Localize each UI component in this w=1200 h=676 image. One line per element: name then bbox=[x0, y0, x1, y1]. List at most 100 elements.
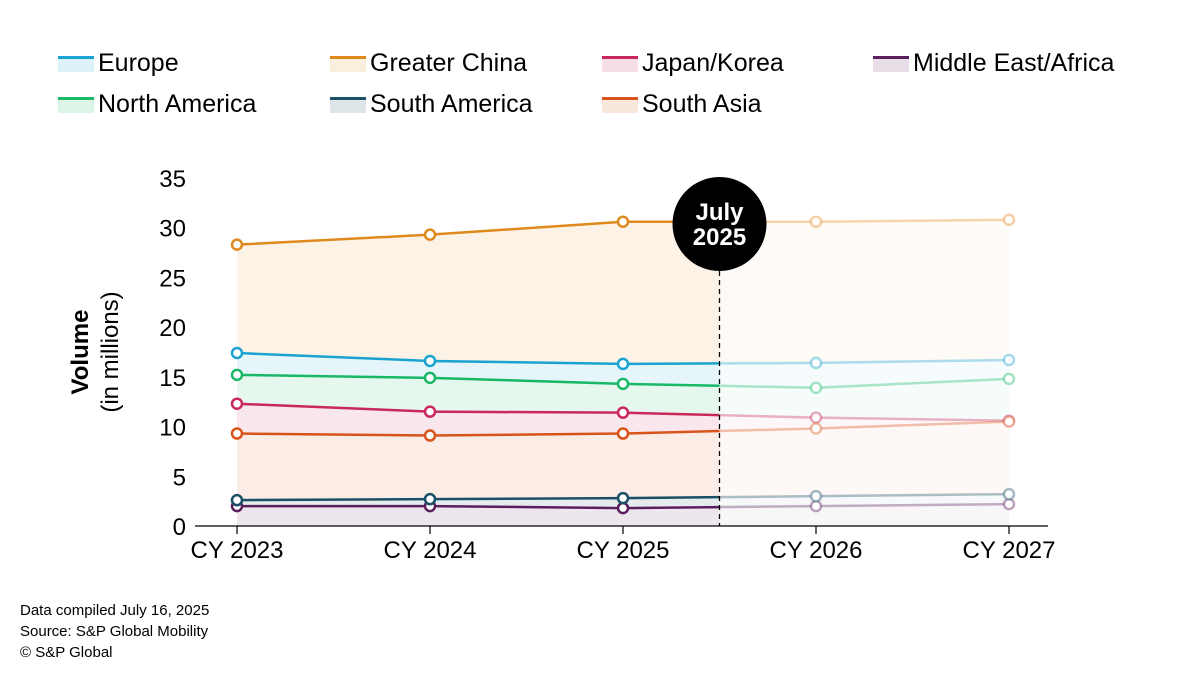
data-point-middle-east-africa bbox=[1002, 497, 1016, 511]
x-tick-label: CY 2026 bbox=[770, 537, 863, 564]
data-point-europe bbox=[423, 354, 437, 368]
x-tick-label: CY 2024 bbox=[384, 537, 477, 564]
series-lines bbox=[236, 218, 1010, 510]
series-line-actual-japan-korea bbox=[236, 402, 720, 417]
x-tick-label: CY 2023 bbox=[191, 537, 284, 564]
series-line-actual-south-america bbox=[236, 495, 720, 502]
legend-label-europe: Europe bbox=[98, 49, 179, 77]
legend-label-greater-china: Greater China bbox=[370, 49, 527, 77]
data-point-greater-china bbox=[230, 238, 244, 251]
data-point-south-asia bbox=[230, 427, 244, 440]
footer-copyright: © S&P Global bbox=[20, 644, 113, 661]
series-line-actual-south-asia bbox=[236, 429, 720, 437]
legend-label-south-asia: South Asia bbox=[642, 90, 762, 118]
legend-item-greater-china: Greater China bbox=[330, 49, 527, 77]
series-line-actual-north-america bbox=[236, 373, 720, 388]
legend-item-north-america: North America bbox=[58, 90, 256, 118]
data-point-south-america bbox=[230, 493, 244, 507]
data-point-japan-korea bbox=[616, 406, 630, 419]
y-axis-sublabel: (in millions) bbox=[97, 291, 124, 412]
area-forecast-north-america bbox=[719, 378, 1009, 421]
legend-item-europe: Europe bbox=[58, 49, 179, 77]
area-forecast-europe bbox=[719, 359, 1009, 388]
legend-label-japan-korea: Japan/Korea bbox=[642, 49, 784, 77]
series-points bbox=[230, 213, 1016, 515]
data-point-north-america bbox=[423, 371, 437, 385]
data-point-south-asia bbox=[616, 427, 630, 440]
legend-label-south-america: South America bbox=[370, 90, 533, 118]
y-axis-title: Volume (in millions) bbox=[67, 291, 124, 412]
data-point-south-america bbox=[616, 491, 630, 505]
legend-label-middle-east-africa: Middle East/Africa bbox=[913, 49, 1115, 77]
data-point-south-america bbox=[809, 489, 823, 503]
footer-source: Source: S&P Global Mobility bbox=[20, 623, 209, 640]
area-forecast-south-asia bbox=[719, 421, 1009, 498]
area-actual-japan-korea bbox=[237, 403, 720, 436]
data-point-middle-east-africa bbox=[809, 499, 823, 513]
y-tick-label: 25 bbox=[159, 265, 186, 292]
y-tick-label: 10 bbox=[159, 415, 186, 442]
area-actual-south-asia bbox=[237, 431, 720, 501]
area-forecast-japan-korea bbox=[719, 415, 1009, 432]
legend-swatch-fill bbox=[330, 99, 366, 113]
y-tick-label: 15 bbox=[159, 365, 186, 392]
y-tick-label: 35 bbox=[159, 166, 186, 193]
x-tick-label: CY 2027 bbox=[963, 537, 1056, 564]
data-point-japan-korea bbox=[423, 405, 437, 418]
legend-swatch-fill bbox=[330, 58, 366, 72]
data-point-europe bbox=[1002, 353, 1016, 367]
area-actual-middle-east-africa bbox=[237, 506, 720, 526]
footer-compiled-date: Data compiled July 16, 2025 bbox=[20, 602, 210, 619]
legend-item-south-asia: South Asia bbox=[602, 90, 762, 118]
forecast-badge-line2: 2025 bbox=[693, 224, 746, 251]
legend-label-north-america: North America bbox=[98, 90, 256, 118]
legend-swatch-line bbox=[58, 97, 94, 100]
data-point-japan-korea bbox=[230, 397, 244, 410]
legend-swatch-fill bbox=[58, 58, 94, 72]
data-point-japan-korea bbox=[809, 411, 823, 424]
legend-swatch-fill bbox=[873, 58, 909, 72]
area-fills bbox=[237, 219, 1009, 526]
legend-swatch-line bbox=[330, 97, 366, 100]
data-point-south-asia bbox=[809, 422, 823, 435]
data-point-greater-china bbox=[423, 228, 437, 241]
forecast-badge-line1: July bbox=[695, 199, 744, 226]
area-actual-europe bbox=[237, 352, 720, 386]
y-tick-label: 20 bbox=[159, 315, 186, 342]
area-actual-greater-china bbox=[237, 221, 720, 364]
legend-item-middle-east-africa: Middle East/Africa bbox=[873, 49, 1115, 77]
x-tick-label: CY 2025 bbox=[577, 537, 670, 564]
y-axis-label: Volume bbox=[67, 310, 94, 395]
data-point-europe bbox=[230, 346, 244, 360]
y-tick-label: 5 bbox=[173, 464, 186, 491]
data-point-greater-china bbox=[616, 215, 630, 228]
y-tick-label: 0 bbox=[173, 514, 186, 541]
legend-swatch-line bbox=[873, 56, 909, 59]
legend-item-south-america: South America bbox=[330, 90, 533, 118]
legend-swatch-fill bbox=[602, 58, 638, 72]
data-point-north-america bbox=[616, 377, 630, 391]
data-point-south-asia bbox=[423, 429, 437, 442]
data-point-north-america bbox=[1002, 372, 1016, 386]
forecast-badge bbox=[672, 177, 767, 271]
data-point-greater-china bbox=[809, 215, 823, 228]
data-point-greater-china bbox=[1002, 213, 1016, 227]
legend-swatch-line bbox=[602, 97, 638, 100]
data-point-south-america bbox=[1002, 487, 1016, 501]
area-actual-north-america bbox=[237, 374, 720, 416]
legend-swatch-fill bbox=[58, 99, 94, 113]
series-line-actual-europe bbox=[236, 351, 720, 366]
legend-swatch-line bbox=[602, 56, 638, 59]
area-forecast-greater-china bbox=[719, 219, 1009, 364]
legend-swatch-line bbox=[58, 56, 94, 59]
footer-notes: Data compiled July 16, 2025 Source: S&P … bbox=[20, 600, 209, 663]
data-point-europe bbox=[616, 357, 630, 371]
data-point-north-america bbox=[809, 381, 823, 395]
y-tick-label: 30 bbox=[159, 216, 186, 243]
legend-item-japan-korea: Japan/Korea bbox=[602, 49, 784, 77]
legend-swatch-fill bbox=[602, 99, 638, 113]
area-forecast-middle-east-africa bbox=[719, 504, 1009, 526]
